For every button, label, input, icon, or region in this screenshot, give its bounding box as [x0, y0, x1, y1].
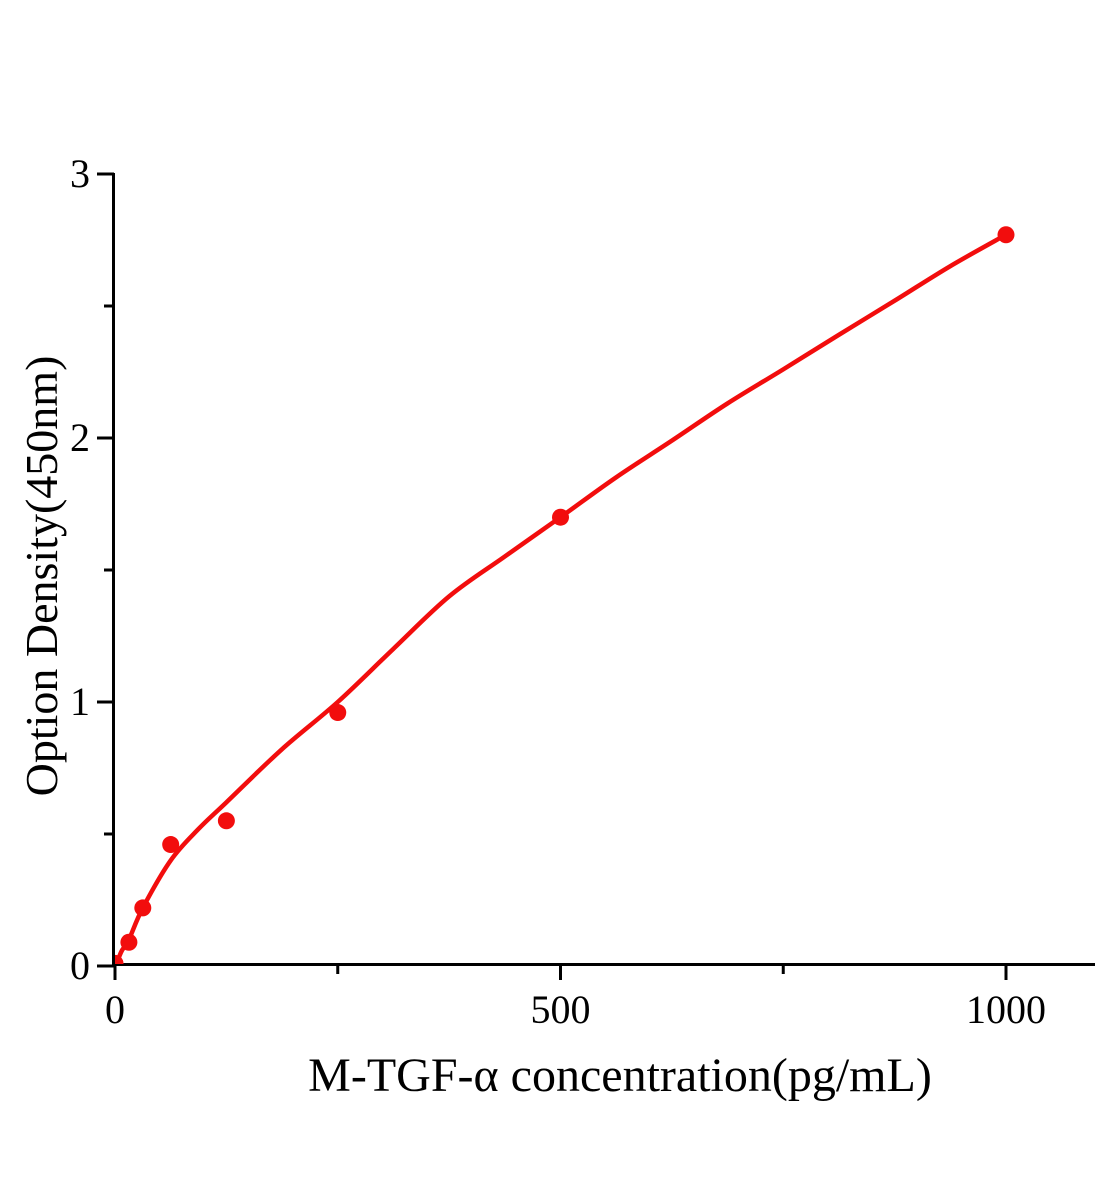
fit-curve-line	[115, 232, 1009, 964]
data-point-marker	[997, 226, 1015, 244]
data-point-marker	[552, 508, 569, 526]
data-point-markers	[115, 226, 1015, 964]
y-tick-label: 1	[70, 679, 90, 724]
x-tick-label: 1000	[966, 987, 1046, 1032]
data-point-marker	[115, 954, 124, 964]
data-point-marker	[120, 933, 138, 951]
y-axis-label: Option Density(450nm)	[16, 356, 67, 797]
data-point-marker	[329, 704, 347, 722]
data-series-group	[115, 226, 1015, 964]
y-tick-label: 2	[70, 415, 90, 460]
y-tick-label: 0	[70, 943, 90, 988]
x-axis-ticks: 0 500 1000	[105, 963, 1046, 1032]
y-tick-label: 3	[70, 151, 90, 196]
y-axis-ticks: 0 1 2 3	[70, 151, 114, 988]
x-axis-label: M-TGF-α concentration(pg/mL)	[308, 1049, 932, 1102]
x-tick-label: 0	[105, 987, 125, 1032]
data-point-marker	[162, 836, 180, 854]
data-point-marker	[217, 812, 235, 830]
data-point-marker	[134, 899, 152, 917]
x-tick-label: 500	[531, 987, 591, 1032]
